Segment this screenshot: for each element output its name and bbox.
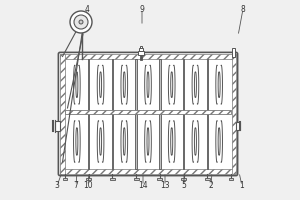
Circle shape [79, 20, 83, 24]
Bar [55, 121, 60, 131]
Bar [236, 122, 240, 130]
Bar [112, 59, 113, 110]
Bar [229, 178, 233, 180]
Bar [159, 59, 160, 110]
Bar [110, 178, 115, 180]
Bar [139, 48, 143, 51]
Bar [159, 114, 160, 169]
Text: 5: 5 [182, 182, 186, 190]
Text: 1: 1 [240, 182, 244, 190]
Bar [135, 114, 137, 169]
Circle shape [74, 15, 88, 29]
Text: 14: 14 [138, 182, 148, 190]
Bar [88, 114, 89, 169]
Bar [135, 59, 137, 110]
Bar [65, 59, 231, 169]
Bar [232, 54, 236, 174]
Bar [134, 178, 139, 180]
Bar [60, 169, 236, 174]
Text: 7: 7 [74, 182, 78, 190]
Bar [207, 114, 208, 169]
Circle shape [70, 11, 92, 33]
Text: 13: 13 [160, 182, 170, 190]
Bar [158, 178, 162, 180]
Text: 2: 2 [208, 182, 213, 190]
Bar [205, 178, 210, 180]
Bar [183, 114, 184, 169]
Bar [65, 110, 231, 114]
Text: 8: 8 [241, 4, 245, 14]
Bar [88, 59, 89, 110]
Text: 9: 9 [140, 4, 144, 14]
FancyBboxPatch shape [58, 52, 238, 176]
Bar [63, 178, 68, 180]
Text: 10: 10 [83, 182, 93, 190]
Bar [140, 46, 142, 48]
Bar [86, 178, 91, 180]
Bar [183, 59, 184, 110]
Text: 3: 3 [55, 182, 59, 190]
Bar [60, 54, 64, 174]
Bar [181, 178, 186, 180]
Bar [207, 59, 208, 110]
Bar [60, 54, 236, 59]
Text: 4: 4 [85, 4, 89, 14]
Bar [138, 51, 144, 55]
Bar [112, 114, 113, 169]
Bar [232, 48, 235, 56]
